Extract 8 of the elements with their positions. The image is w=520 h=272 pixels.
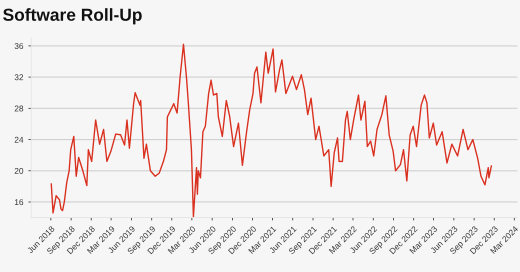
line-series	[50, 44, 492, 218]
y-tick-label: 16	[14, 199, 24, 206]
y-tick-label: 20	[14, 168, 24, 174]
y-tick-label: 36	[14, 43, 24, 49]
y-tick-label: 32	[14, 74, 24, 80]
chart-title: Software Roll-Up	[3, 8, 142, 24]
y-tick-label: 28	[14, 106, 24, 112]
y-tick-label: 24	[14, 136, 24, 143]
